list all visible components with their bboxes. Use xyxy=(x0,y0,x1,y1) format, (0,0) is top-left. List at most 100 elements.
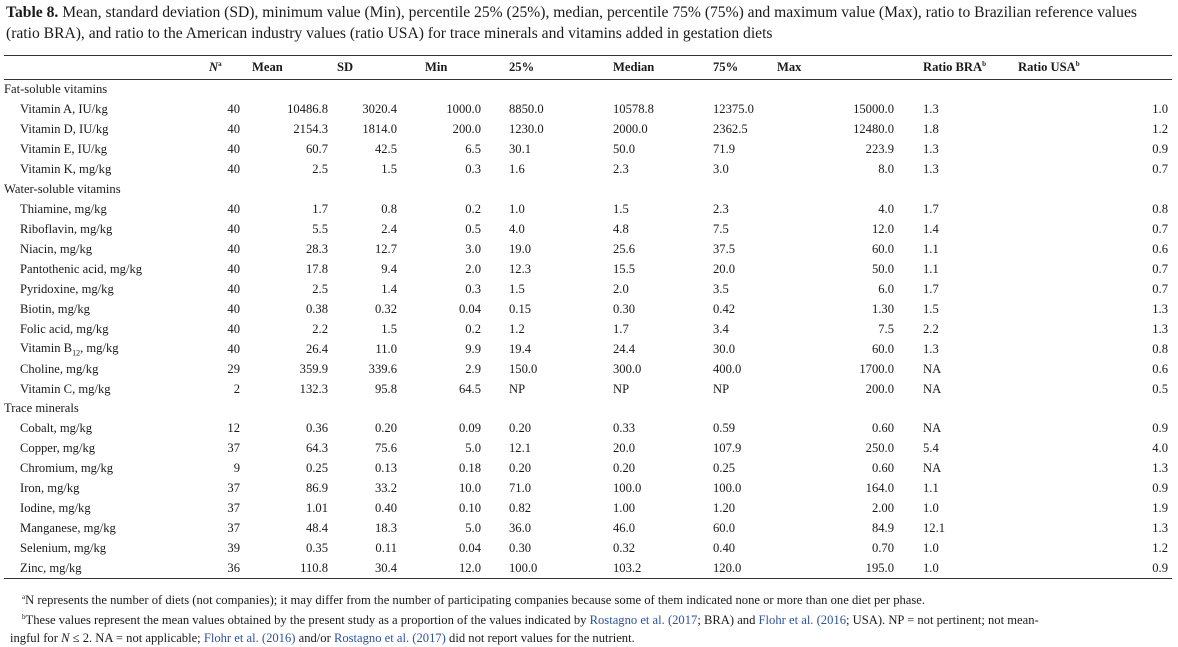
cell-mean: 86.9 xyxy=(305,481,328,496)
footnote-a: aN represents the number of diets (not c… xyxy=(22,592,926,607)
cell-p75: 2362.5 xyxy=(713,122,748,137)
cell-mean: 60.7 xyxy=(305,142,328,157)
cell-max: 12.0 xyxy=(871,222,894,237)
cell-p75: 60.0 xyxy=(713,521,736,536)
cell-sd: 30.4 xyxy=(337,558,425,580)
cell-median: 2.0 xyxy=(613,281,629,296)
cell-bra: NA xyxy=(923,361,942,376)
header-ratio-usa: Ratio USAb xyxy=(1018,55,1172,80)
table-row: Selenium, mg/kg 39 0.35 0.11 0.04 0.30 0.32 0.4… xyxy=(4,539,1172,559)
cell-p75: 0.42 xyxy=(713,301,736,316)
section-header-row: Fat-soluble vitamins xyxy=(4,80,1172,100)
data-table: Na Mean SD Min 25% Median 75% Max Ratio … xyxy=(4,55,1172,580)
cell-min: 5.0 xyxy=(465,441,481,456)
cell-n: 40 xyxy=(227,261,240,276)
cell-n: 12 xyxy=(227,421,240,436)
ref-link-flohr-2[interactable]: Flohr et al. (2016) xyxy=(203,631,296,645)
cell-p25: 19.4 xyxy=(509,341,532,356)
cell-n: 40 xyxy=(227,122,240,137)
cell-p25: 100.0 xyxy=(501,558,597,580)
cell-mean: 0.38 xyxy=(305,301,328,316)
cell-p75: 3.5 xyxy=(713,281,729,296)
cell-p25: 0.30 xyxy=(509,541,532,556)
cell-n: 40 xyxy=(227,202,240,217)
cell-sd: 42.5 xyxy=(374,142,397,157)
header-ratio-bra: Ratio BRAb xyxy=(913,55,1018,80)
cell-p75: NP xyxy=(713,381,730,396)
section-header-row: Trace minerals xyxy=(4,399,1172,419)
table-row: Vitamin E, IU/kg 40 60.7 42.5 6.5 30.1 50.0 71.… xyxy=(4,140,1172,160)
cell-max: 12480.0 xyxy=(853,122,894,137)
cell-p25: 1230.0 xyxy=(509,122,544,137)
cell-n: 37 xyxy=(227,521,240,536)
cell-usa: 0.9 xyxy=(1152,142,1168,157)
cell-bra: 1.4 xyxy=(923,222,939,237)
cell-bra: 1.5 xyxy=(923,301,939,316)
cell-p75: 3.0 xyxy=(713,162,729,177)
cell-p25: 1.0 xyxy=(509,202,525,217)
row-label: Pyridoxine, mg/kg xyxy=(20,281,114,296)
cell-sd: 0.20 xyxy=(374,421,397,436)
cell-n: 37 xyxy=(227,501,240,516)
cell-median: 1.7 xyxy=(613,321,629,336)
cell-max: 1700.0 xyxy=(859,361,894,376)
header-row: Na Mean SD Min 25% Median 75% Max Ratio … xyxy=(4,55,1172,80)
cell-bra: 1.0 xyxy=(923,501,939,516)
cell-usa: 0.7 xyxy=(1152,261,1168,276)
cell-p25: 36.0 xyxy=(509,521,532,536)
cell-n: 2 xyxy=(233,381,240,396)
cell-min: 9.9 xyxy=(465,341,481,356)
cell-median: 103.2 xyxy=(597,558,695,580)
table-row: Vitamin K, mg/kg 40 2.5 1.5 0.3 1.6 2.3 3.0 8.0 1… xyxy=(4,160,1172,180)
cell-mean: 48.4 xyxy=(305,521,328,536)
cell-max: 200.0 xyxy=(865,381,894,396)
row-label: Pantothenic acid, mg/kg xyxy=(20,261,143,276)
cell-p75: 20.0 xyxy=(713,261,736,276)
cell-mean: 5.5 xyxy=(312,222,328,237)
cell-p25: 1.6 xyxy=(509,162,525,177)
cell-bra: 1.0 xyxy=(923,541,939,556)
table-caption: Table 8. Mean, standard deviation (SD), … xyxy=(6,0,1172,44)
cell-p25: 0.20 xyxy=(509,421,532,436)
row-label: Vitamin A, IU/kg xyxy=(20,102,108,117)
cell-sd: 0.11 xyxy=(375,541,397,556)
cell-median: 24.4 xyxy=(613,341,636,356)
header-sd: SD xyxy=(337,55,425,80)
caption-text: Mean, standard deviation (SD), minimum v… xyxy=(6,4,1137,42)
cell-n: 40 xyxy=(227,281,240,296)
ref-link-rostagno-2[interactable]: Rostagno et al. (2017) xyxy=(333,631,446,645)
cell-bra: 1.3 xyxy=(923,341,939,356)
row-label: Vitamin E, IU/kg xyxy=(20,142,108,157)
cell-sd: 0.13 xyxy=(374,461,397,476)
cell-usa: 0.8 xyxy=(1152,341,1168,356)
row-label: Vitamin K, mg/kg xyxy=(20,162,112,177)
cell-bra: NA xyxy=(923,461,942,476)
cell-sd: 11.0 xyxy=(375,341,397,356)
cell-min: 0.2 xyxy=(465,321,481,336)
cell-max: 195.0 xyxy=(777,558,913,580)
cell-max: 84.9 xyxy=(871,521,894,536)
cell-max: 50.0 xyxy=(871,261,894,276)
table-row: Cobalt, mg/kg 12 0.36 0.20 0.09 0.20 0.33 0.59 0… xyxy=(4,419,1172,439)
cell-bra: NA xyxy=(923,421,942,436)
cell-p75: 7.5 xyxy=(713,222,729,237)
cell-usa: 0.8 xyxy=(1152,202,1168,217)
cell-max: 60.0 xyxy=(871,241,894,256)
table-row: Vitamin A, IU/kg 40 10486.8 3020.4 1000.0 885… xyxy=(4,100,1172,120)
cell-usa: 0.9 xyxy=(1152,421,1168,436)
table-row: Riboflavin, mg/kg 40 5.5 2.4 0.5 4.0 4.8 7.5 12.… xyxy=(4,220,1172,240)
ref-link-flohr[interactable]: Flohr et al. (2016 xyxy=(758,613,846,627)
cell-mean: 10486.8 xyxy=(287,102,328,117)
cell-min: 0.3 xyxy=(465,162,481,177)
cell-max: 15000.0 xyxy=(853,102,894,117)
cell-max: 223.9 xyxy=(865,142,894,157)
row-label: Folic acid, mg/kg xyxy=(20,321,109,336)
cell-n: 40 xyxy=(227,222,240,237)
cell-min: 2.0 xyxy=(465,261,481,276)
cell-p75: 0.25 xyxy=(713,461,736,476)
cell-median: NP xyxy=(613,381,630,396)
table-row: Pantothenic acid, mg/kg 40 17.8 9.4 2.0 12.3 1… xyxy=(4,259,1172,279)
cell-min: 1000.0 xyxy=(446,102,481,117)
cell-p75: 71.9 xyxy=(713,142,736,157)
ref-link-rostagno[interactable]: Rostagno et al. (2017 xyxy=(589,613,698,627)
